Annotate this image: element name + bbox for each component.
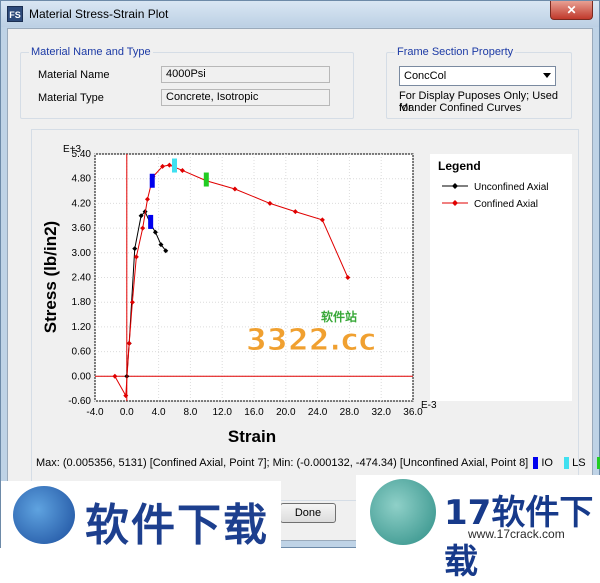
data-point bbox=[126, 340, 132, 346]
data-point bbox=[166, 162, 172, 168]
legend-marker bbox=[452, 200, 458, 206]
data-point bbox=[140, 225, 146, 231]
material-name-field: 4000Psi bbox=[161, 66, 330, 83]
data-point bbox=[158, 242, 164, 248]
title-bar[interactable]: FS Material Stress-Strain Plot ✕ bbox=[1, 1, 599, 27]
done-button[interactable]: Done bbox=[280, 503, 336, 523]
watermark-right: 17软件下载 www.17crack.com bbox=[356, 475, 600, 582]
dialog-client-area: Material Name and Type Material Name 400… bbox=[7, 28, 600, 541]
data-point bbox=[112, 373, 118, 379]
frame-section-selected: ConcCol bbox=[404, 70, 447, 82]
material-group: Material Name and Type Material Name 400… bbox=[20, 46, 354, 119]
legend-label: Unconfined Axial bbox=[474, 182, 549, 193]
data-point bbox=[345, 275, 351, 280]
app-icon: FS bbox=[7, 6, 23, 22]
y-exponent: E+3 bbox=[63, 144, 82, 155]
status-io-label: IO bbox=[541, 457, 553, 469]
data-point bbox=[152, 229, 158, 235]
status-text-container: Max: (0.005356, 5131) [Confined Axial, P… bbox=[36, 457, 600, 470]
performance-marker-cp bbox=[203, 172, 209, 187]
material-type-label: Material Type bbox=[38, 92, 104, 104]
x-tick-label: 32.0 bbox=[371, 407, 391, 418]
x-tick-label: 24.0 bbox=[308, 407, 328, 418]
data-point bbox=[232, 186, 238, 192]
y-tick-labels: 5.40 4.80 4.20 3.60 3.00 2.40 1.80 1.20 0.60 0.00… bbox=[68, 149, 91, 407]
legend-marker bbox=[452, 183, 458, 189]
x-tick-labels: -4.0 0.0 4.0 8.0 12.0 16.0 20.0 24.0 28.0 32.0 36.… bbox=[86, 407, 423, 418]
x-tick-label: 0.0 bbox=[120, 407, 134, 418]
watermark-left: 软件下载 bbox=[1, 481, 281, 551]
x-tick-label: 8.0 bbox=[183, 407, 197, 418]
performance-marker-io bbox=[148, 214, 154, 229]
x-tick-label: 12.0 bbox=[212, 407, 232, 418]
material-type-field: Concrete, Isotropic bbox=[161, 89, 330, 106]
data-point bbox=[133, 254, 139, 260]
x-tick-label: 4.0 bbox=[152, 407, 166, 418]
legend-box bbox=[430, 154, 572, 401]
dragon-logo-right-icon bbox=[370, 479, 436, 545]
frame-note-line2: Mander Confined Curves bbox=[399, 102, 522, 114]
watermark-right-url: www.17crack.com bbox=[468, 527, 565, 541]
data-point bbox=[319, 217, 325, 223]
chevron-down-icon bbox=[543, 73, 551, 78]
data-point bbox=[179, 167, 185, 173]
series-layer bbox=[112, 162, 351, 399]
data-point bbox=[267, 200, 273, 206]
data-point bbox=[138, 213, 144, 219]
legend-label: Confined Axial bbox=[474, 199, 538, 210]
data-point bbox=[160, 163, 166, 169]
marker-layer bbox=[148, 158, 209, 229]
frame-section-group: Frame Section Property ConcCol For Displ… bbox=[386, 46, 572, 119]
stress-strain-chart: -4.0 0.0 4.0 8.0 12.0 16.0 20.0 24.0 28.0 32.0 36.… bbox=[41, 144, 572, 446]
performance-marker-io bbox=[149, 173, 155, 188]
y-tick-label: 0.60 bbox=[72, 347, 92, 358]
x-tick-label: 28.0 bbox=[340, 407, 360, 418]
data-point bbox=[123, 393, 129, 399]
zero-axis-lines bbox=[95, 154, 413, 401]
status-text: Max: (0.005356, 5131) [Confined Axial, P… bbox=[36, 457, 529, 469]
legend-items: Unconfined Axial Confined Axial bbox=[442, 182, 549, 210]
x-tick-label: -4.0 bbox=[86, 407, 104, 418]
x-exponent: E-3 bbox=[421, 400, 437, 411]
frame-note-line1: For Display Puposes Only; Used for bbox=[399, 90, 558, 114]
y-axis-label: Stress (lb/in2) bbox=[41, 221, 60, 333]
watermark-left-text: 软件下载 bbox=[85, 500, 269, 551]
chart-watermark-cn: 软件站 bbox=[321, 309, 357, 324]
data-point bbox=[144, 196, 150, 202]
data-point bbox=[132, 246, 138, 252]
x-tick-label: 20.0 bbox=[276, 407, 296, 418]
y-tick-label: 1.20 bbox=[72, 322, 92, 333]
y-tick-label: 0.00 bbox=[72, 371, 92, 382]
x-tick-label: 16.0 bbox=[244, 407, 264, 418]
y-tick-label: 3.00 bbox=[72, 248, 92, 259]
cp-swatch bbox=[596, 457, 600, 470]
window-title: Material Stress-Strain Plot bbox=[29, 7, 169, 21]
data-point bbox=[292, 209, 298, 215]
performance-marker-ls bbox=[172, 158, 177, 173]
y-tick-label: -0.60 bbox=[68, 396, 91, 407]
legend-title: Legend bbox=[438, 159, 481, 173]
y-tick-label: 4.80 bbox=[72, 174, 92, 185]
status-ls-label: LS bbox=[572, 457, 586, 469]
close-button[interactable]: ✕ bbox=[550, 1, 593, 20]
y-tick-label: 3.60 bbox=[72, 223, 92, 234]
data-point bbox=[129, 299, 135, 305]
io-swatch bbox=[533, 457, 539, 470]
y-tick-label: 2.40 bbox=[72, 273, 92, 284]
x-tick-label: 36.0 bbox=[403, 407, 423, 418]
x-axis-label: Strain bbox=[228, 427, 276, 446]
dragon-logo-icon bbox=[13, 486, 75, 544]
y-tick-label: 4.20 bbox=[72, 198, 92, 209]
y-tick-label: 5.40 bbox=[72, 149, 92, 160]
frame-section-select[interactable]: ConcCol bbox=[399, 66, 556, 86]
ls-swatch bbox=[564, 457, 570, 470]
chart-watermark: 3322.cc bbox=[246, 323, 376, 358]
frame-group-title: Frame Section Property bbox=[395, 46, 516, 58]
data-point bbox=[163, 248, 169, 254]
material-name-label: Material Name bbox=[38, 69, 110, 81]
y-tick-label: 1.80 bbox=[72, 297, 92, 308]
material-group-title: Material Name and Type bbox=[29, 46, 153, 58]
